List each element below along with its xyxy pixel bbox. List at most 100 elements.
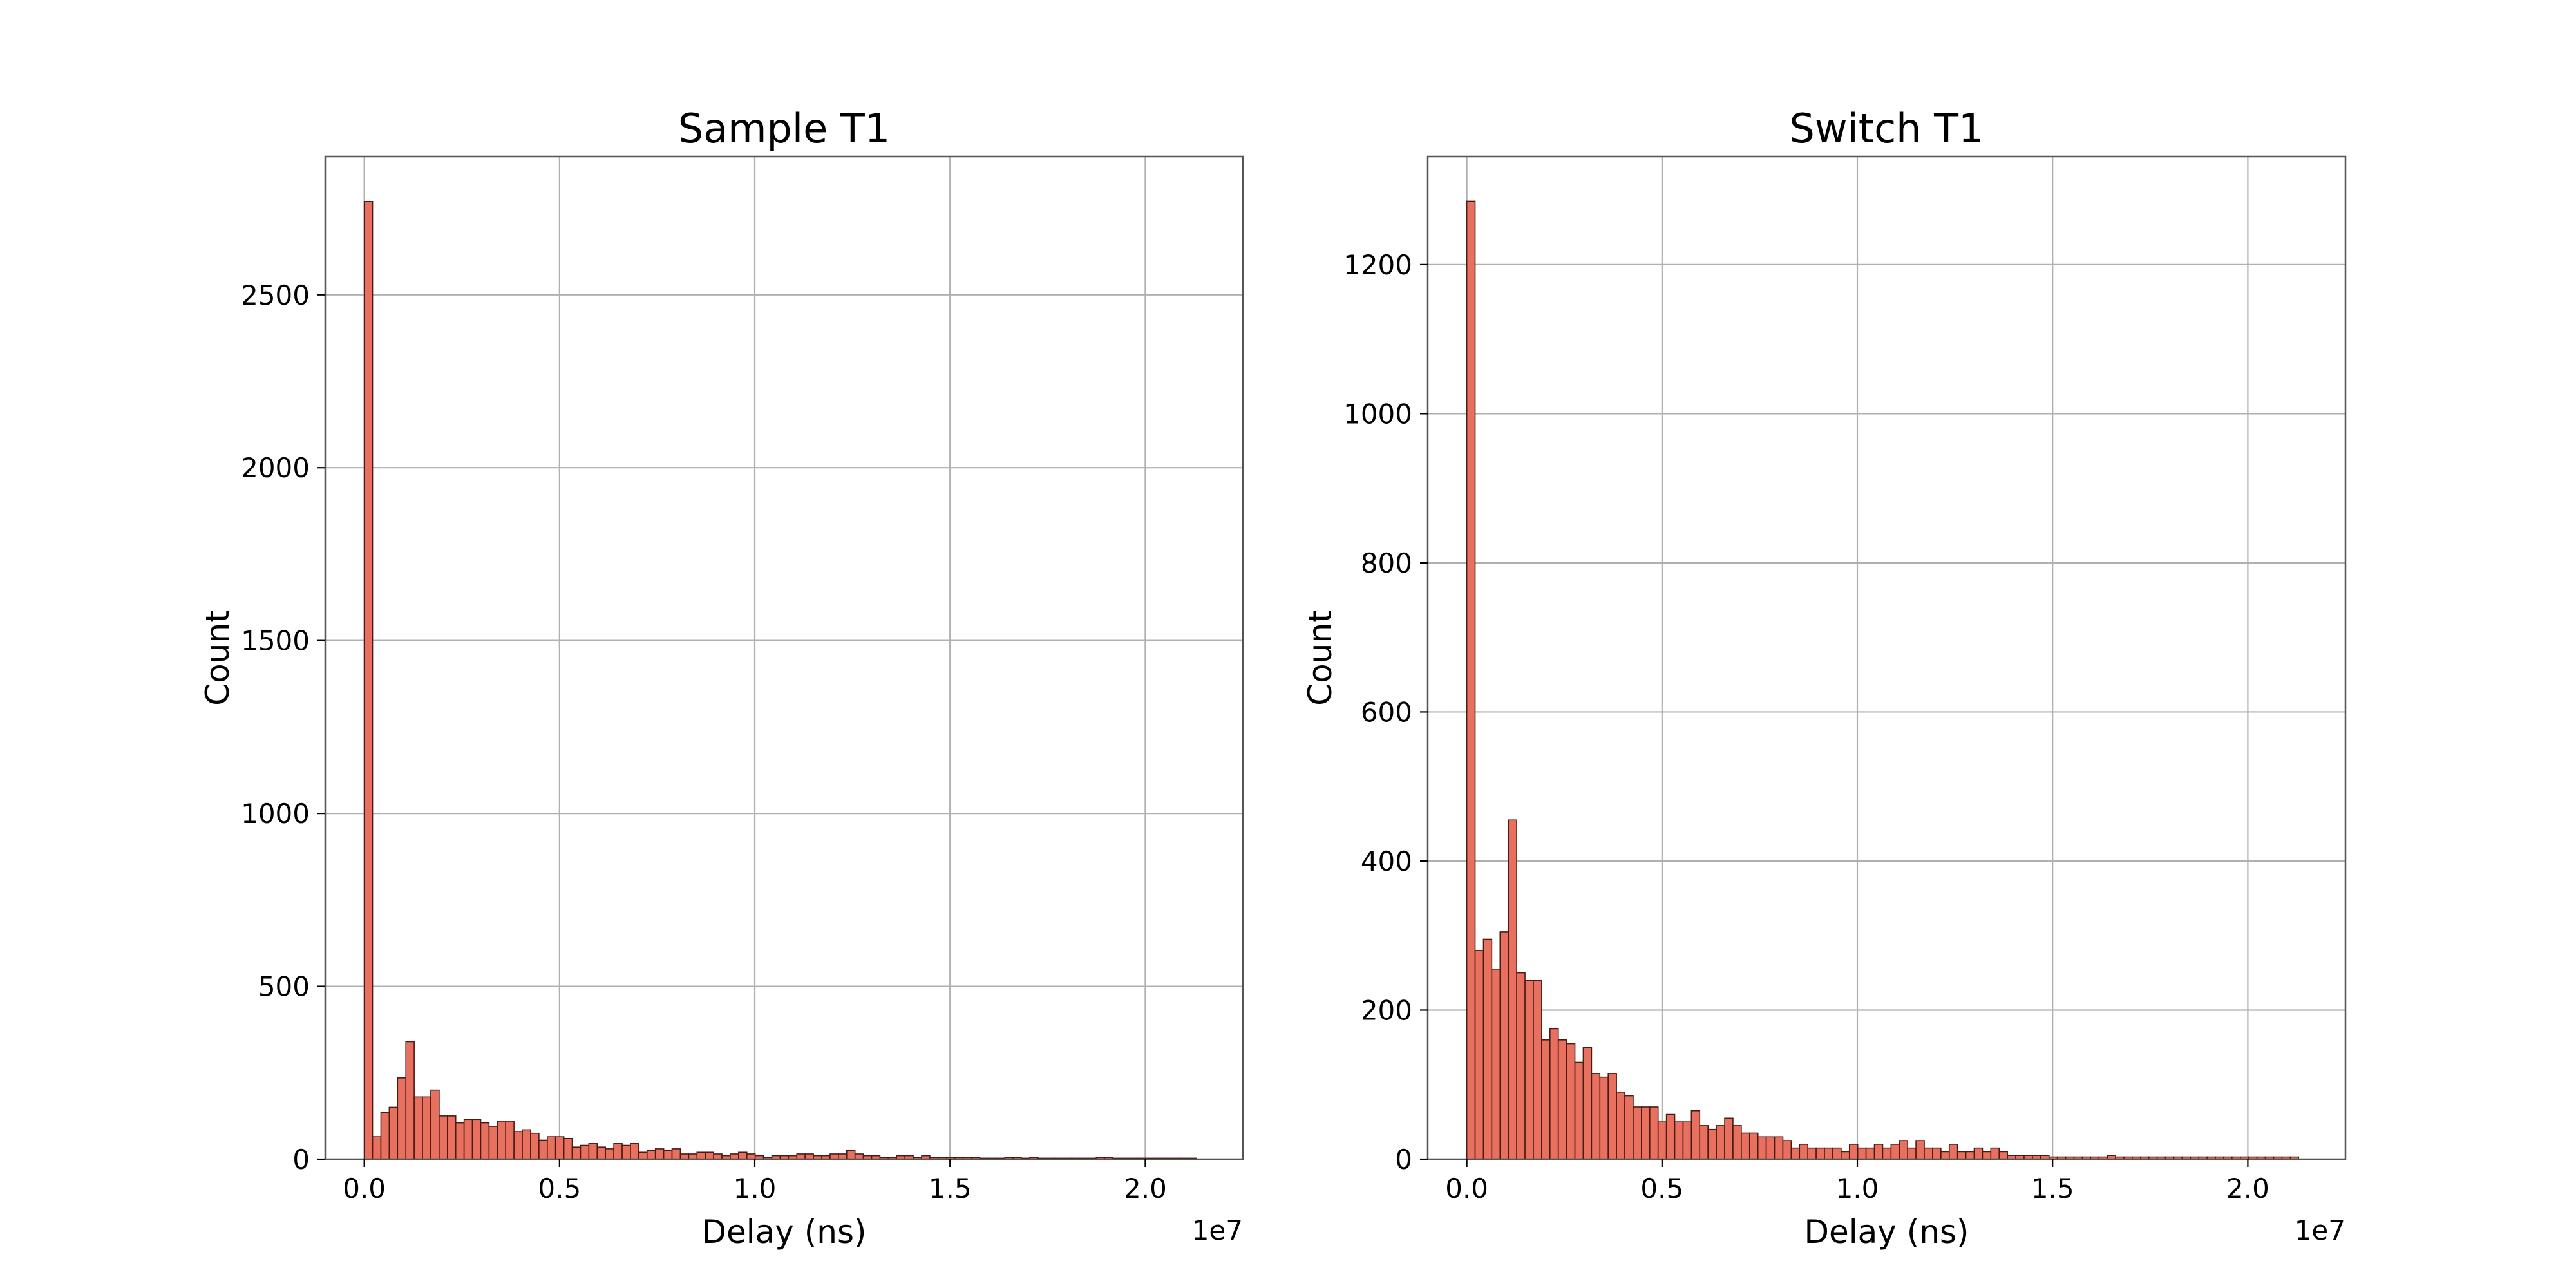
histogram-bar [405,1041,415,1160]
histogram-bar [1815,1147,1825,1160]
chart-title: Sample T1 [678,105,891,152]
histogram-bar [1616,1092,1625,1160]
histogram-bar [430,1089,440,1160]
histogram-bar [1533,980,1542,1160]
x-tick-label: 0.5 [1640,1173,1683,1204]
histogram-bar [705,1151,714,1160]
histogram-bar [1633,1106,1642,1160]
histogram-bar [1824,1147,1833,1160]
histogram-bar [1848,1144,1859,1160]
x-tick-label: 1.0 [1836,1173,1879,1204]
y-tick-label: 1500 [241,625,310,657]
histogram-bar [388,1106,399,1160]
histogram-bar [1865,1147,1875,1160]
subplot-sample-t1: 0.0 0.5 1.0 1.5 2.0 0 500 1000 1500 2000 2500 Samp… [199,105,1244,1251]
histogram-bar [654,1148,665,1160]
histogram-bar [1508,819,1517,1160]
histogram-bar [1832,1147,1842,1160]
histogram-bar [1765,1136,1776,1160]
histogram-bar [463,1119,473,1160]
x-axis-offset-label: 1e7 [1192,1215,1243,1246]
histogram-bar [1707,1128,1717,1160]
x-axis-offset-label: 1e7 [2295,1215,2345,1246]
histogram-bar [580,1144,590,1160]
histogram-bar [1857,1147,1867,1160]
x-tick-label: 0.0 [343,1173,386,1204]
histogram-bar [538,1139,548,1160]
plot-frame [1426,155,2347,1160]
histogram-bar [1782,1140,1792,1160]
histogram-bar [1907,1147,1917,1160]
histogram-bar [1591,1073,1601,1160]
histogram-bar [1491,969,1501,1160]
histogram-bar [605,1148,614,1160]
x-tick-label: 1.5 [2031,1173,2074,1204]
histogram-bar [1641,1106,1651,1160]
histogram-bar [1724,1117,1734,1160]
x-tick-label: 2.0 [2226,1173,2269,1204]
histogram-bar [1566,1043,1576,1160]
tick-labels: 0.0 0.5 1.0 1.5 2.0 0 200 400 600 800 1000 1200 [1343,249,2269,1204]
histogram-bar [546,1136,556,1160]
histogram-bar [505,1121,515,1160]
histogram-bar [1732,1125,1742,1160]
histogram-bar [846,1150,856,1160]
histogram-bar [1716,1125,1725,1160]
x-tick-label: 2.0 [1124,1173,1167,1204]
histogram-bar [621,1144,631,1160]
histogram-bar [1998,1151,2008,1160]
x-axis-label: Delay (ns) [701,1213,866,1251]
histogram-bar [1582,1046,1593,1160]
histogram-bar [1557,1039,1567,1160]
histogram-bar [738,1151,748,1160]
subplot-switch-t1: 0.0 0.5 1.0 1.5 2.0 0 200 400 600 800 1000 1200 Swi… [1302,105,2347,1251]
histogram-bar [1599,1076,1609,1160]
histogram-bar [1774,1136,1784,1160]
histogram-bar [1915,1140,1925,1160]
histogram-bar [1899,1140,1908,1160]
histogram-bar [1757,1136,1767,1160]
histogram-bar [422,1096,431,1160]
histogram-bar [522,1129,531,1160]
histogram-bar [563,1137,573,1160]
histogram-bar [1956,1151,1967,1160]
y-tick-label: 2000 [241,452,310,484]
x-tick-label: 1.5 [929,1173,972,1204]
histogram-bar [1965,1151,1975,1160]
histogram-bar [1499,931,1510,1160]
histogram-bar [1940,1151,1950,1160]
histogram-bar [1807,1147,1817,1160]
histogram-bar [1948,1144,1958,1160]
histogram-bar [1624,1095,1634,1160]
histogram-bar [480,1122,490,1160]
histogram-bar [380,1112,390,1160]
histogram-bar [1541,1039,1551,1160]
histogram-bar [1924,1147,1933,1160]
x-tick-label: 1.0 [734,1173,777,1204]
histogram-bar [488,1126,498,1160]
histogram-bar [613,1143,623,1160]
histogram-bar [1890,1144,1900,1160]
histogram-bar [1690,1110,1701,1160]
x-tick-label: 0.5 [538,1173,581,1204]
histogram-bar [497,1121,507,1160]
y-tick-label: 1000 [1343,398,1412,430]
histogram-bar [1682,1121,1692,1160]
histogram-bar [1474,950,1484,1160]
y-tick-label: 500 [258,971,310,1003]
histogram-bar [1516,972,1526,1160]
histogram-bar [638,1151,648,1160]
y-tick-label: 600 [1361,696,1412,728]
y-tick-label: 1000 [241,798,310,829]
x-tick-label: 0.0 [1445,1173,1488,1204]
tick-marks [317,294,1146,1167]
histogram-bar [1466,200,1476,1160]
chart-title: Switch T1 [1789,105,1984,152]
y-tick-label: 800 [1361,547,1412,579]
histogram-bar [1741,1132,1750,1160]
histogram-bar [1990,1147,2000,1160]
x-axis-label: Delay (ns) [1804,1213,1969,1251]
histogram-bar [571,1146,582,1160]
